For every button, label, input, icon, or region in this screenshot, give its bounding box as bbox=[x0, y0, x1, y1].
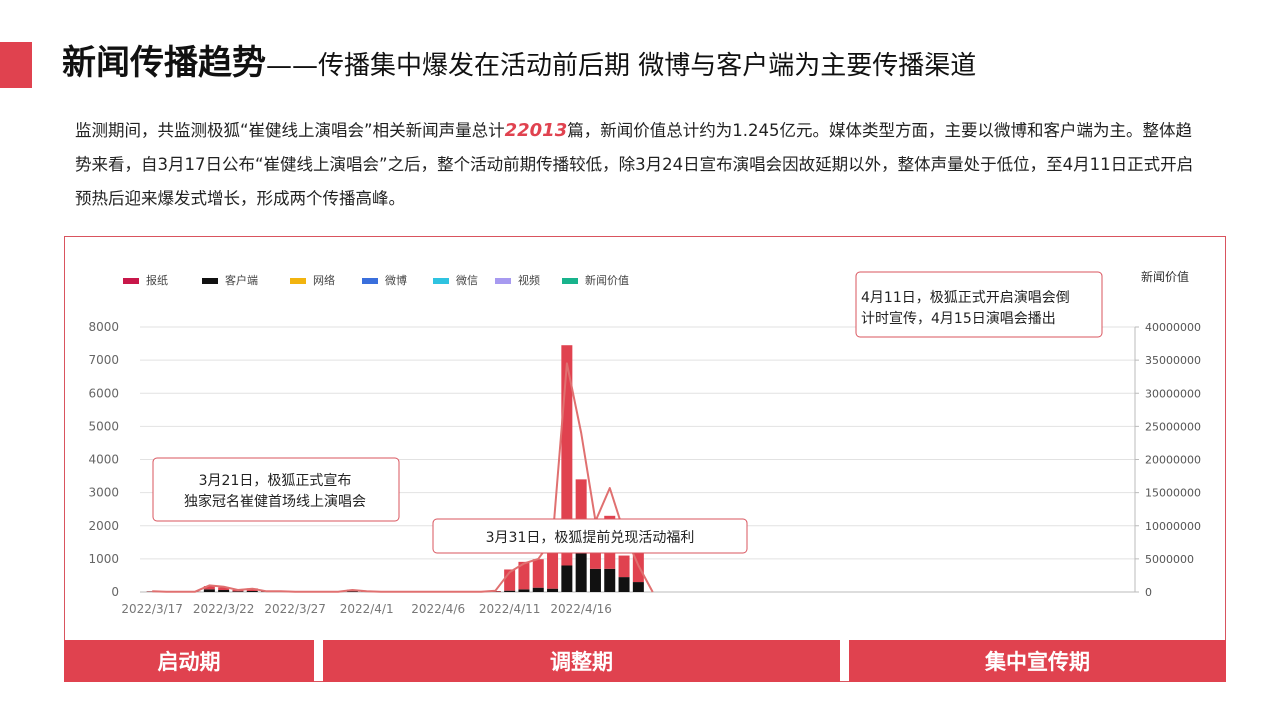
legend-swatch bbox=[290, 278, 306, 284]
legend-swatch bbox=[202, 278, 218, 284]
y-tick-label: 8000 bbox=[88, 320, 119, 334]
x-tick-label: 2022/4/11 bbox=[479, 602, 541, 616]
y2-tick-label: 0 bbox=[1145, 586, 1152, 599]
bar-weibo bbox=[561, 345, 573, 566]
annotation-0411-line2: 计时宣传，4月15日演唱会播出 bbox=[861, 311, 1056, 327]
title-main: 新闻传播趋势 bbox=[62, 43, 266, 83]
bar-kehuduan bbox=[618, 577, 630, 592]
x-tick-label: 2022/3/27 bbox=[264, 602, 326, 616]
bar-weibo bbox=[618, 555, 630, 578]
legend-swatch bbox=[433, 278, 449, 284]
trend-chart: 0 1000 2000 3000 4000 5000 6000 7000 8000 0 500000… bbox=[88, 269, 1201, 616]
y2-tick-label: 20000000 bbox=[1145, 454, 1201, 467]
phase-focused-promotion: 集中宣传期 bbox=[849, 640, 1226, 682]
page-title: 新闻传播趋势——传播集中爆发在活动前后期 微博与客户端为主要传播渠道 bbox=[62, 38, 976, 88]
bar-weibo bbox=[504, 569, 516, 591]
y2-tick-label: 40000000 bbox=[1145, 321, 1201, 334]
bar-kehuduan bbox=[632, 582, 644, 592]
legend-label: 报纸 bbox=[146, 273, 168, 287]
x-tick-label: 2022/4/16 bbox=[550, 602, 612, 616]
legend-label: 新闻价值 bbox=[585, 273, 629, 287]
legend-label: 视频 bbox=[518, 273, 540, 287]
x-tick-label: 2022/3/17 bbox=[121, 602, 183, 616]
bar-kehuduan bbox=[589, 568, 601, 592]
bar-weibo bbox=[203, 586, 215, 590]
legend-swatch bbox=[495, 278, 511, 284]
summary-text-1: 监测期间，共监测极狐“崔健线上演唱会”相关新闻声量总计 bbox=[75, 121, 505, 140]
legend-swatch bbox=[362, 278, 378, 284]
bar-weibo bbox=[518, 561, 530, 590]
legend-label: 微信 bbox=[456, 273, 478, 287]
y2-tick-label: 30000000 bbox=[1145, 387, 1201, 400]
annotation-box-0411 bbox=[855, 271, 1103, 338]
bar-weibo bbox=[547, 535, 559, 589]
legend-label: 微博 bbox=[385, 273, 407, 287]
bar-kehuduan bbox=[504, 590, 516, 592]
title-accent-bar bbox=[0, 42, 32, 88]
y2-tick-label: 5000000 bbox=[1145, 553, 1194, 566]
legend-label: 客户端 bbox=[225, 273, 258, 287]
bar-kehuduan bbox=[575, 552, 587, 592]
y-tick-label: 2000 bbox=[88, 519, 119, 533]
y2-axis-title: 新闻价值 bbox=[1141, 269, 1189, 284]
y-tick-label: 5000 bbox=[88, 419, 119, 433]
news-value-line bbox=[152, 362, 654, 593]
summary-highlight-count: 22013 bbox=[504, 120, 568, 141]
y-tick-label: 0 bbox=[111, 585, 119, 599]
phase-adjustment: 调整期 bbox=[323, 640, 840, 682]
annotation-0411-line1: 4月11日，极狐正式开启演唱会倒 bbox=[861, 290, 1070, 306]
annotation-0321-line2: 独家冠名崔健首场线上演唱会 bbox=[184, 493, 366, 510]
bar-weibo bbox=[589, 550, 601, 569]
legend-label: 网络 bbox=[313, 273, 335, 287]
bar-kehuduan bbox=[246, 591, 258, 592]
y2-tick-label: 15000000 bbox=[1145, 487, 1201, 500]
phase-startup: 启动期 bbox=[64, 640, 314, 682]
x-tick-label: 2022/4/6 bbox=[411, 602, 465, 616]
bar-kehuduan bbox=[547, 588, 559, 592]
y2-tick-label: 35000000 bbox=[1145, 354, 1201, 367]
annotation-0321-line1: 3月21日，极狐正式宣布 bbox=[199, 473, 352, 489]
bar-kehuduan bbox=[604, 568, 616, 592]
bar-weibo bbox=[575, 479, 587, 553]
x-tick-label: 2022/3/22 bbox=[193, 602, 255, 616]
y2-tick-label: 10000000 bbox=[1145, 520, 1201, 533]
x-tick-label: 2022/4/1 bbox=[340, 602, 394, 616]
y-tick-label: 7000 bbox=[88, 353, 119, 367]
bar-kehuduan bbox=[203, 589, 215, 592]
title-subtitle: ——传播集中爆发在活动前后期 微博与客户端为主要传播渠道 bbox=[266, 51, 977, 81]
annotation-box-0331 bbox=[432, 518, 748, 554]
chart-frame: 0 1000 2000 3000 4000 5000 6000 7000 8000 0 500000… bbox=[64, 236, 1226, 682]
bar-kehuduan bbox=[561, 565, 573, 592]
summary-text-2: 篇，新闻价值总计约为1.245亿元。媒体类型方面，主要以微博和客户端为主。整体趋… bbox=[75, 121, 1194, 208]
bar-kehuduan bbox=[218, 590, 230, 592]
legend-swatch bbox=[562, 278, 578, 284]
bar-kehuduan bbox=[232, 591, 244, 592]
bar-kehuduan bbox=[518, 589, 530, 592]
y2-tick-label: 25000000 bbox=[1145, 420, 1201, 433]
y-tick-label: 4000 bbox=[88, 453, 119, 467]
bar-kehuduan bbox=[532, 587, 544, 592]
summary-paragraph: 监测期间，共监测极狐“崔健线上演唱会”相关新闻声量总计22013篇，新闻价值总计… bbox=[75, 114, 1205, 216]
annotation-0331: 3月31日，极狐提前兑现活动福利 bbox=[486, 529, 695, 546]
bar-weibo bbox=[532, 559, 544, 588]
legend-swatch bbox=[123, 278, 139, 284]
bar-weibo bbox=[218, 587, 230, 591]
y-tick-label: 1000 bbox=[88, 552, 119, 566]
bar-kehuduan bbox=[346, 591, 358, 592]
y-tick-label: 3000 bbox=[88, 486, 119, 500]
annotation-box-0321 bbox=[152, 457, 400, 522]
y-tick-label: 6000 bbox=[88, 386, 119, 400]
